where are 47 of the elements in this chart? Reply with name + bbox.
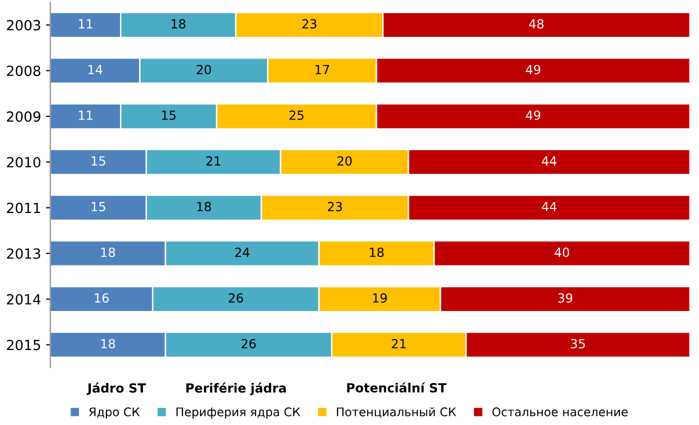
y-tick-label: 2015 — [6, 340, 40, 350]
data-label: 18 — [197, 202, 211, 212]
data-label: 17 — [316, 64, 330, 74]
data-label: 21 — [206, 156, 220, 166]
data-label: 23 — [302, 19, 316, 29]
y-tick-label: 2014 — [6, 294, 41, 305]
data-label: 40 — [554, 248, 570, 258]
data-label: 18 — [172, 19, 186, 29]
data-label: 20 — [338, 156, 352, 166]
data-label: 19 — [373, 293, 387, 303]
text: Potenciální ST — [347, 382, 447, 392]
data-label: 18 — [101, 248, 115, 258]
legend-label: Остальное население — [492, 407, 628, 416]
legend-label: Потенциальный СК — [336, 407, 456, 418]
data-label: 44 — [542, 156, 556, 166]
y-tick-label: 2013 — [6, 248, 40, 259]
legend-label: Ядро СК — [89, 407, 140, 419]
data-label: 21 — [392, 338, 406, 348]
data-label: 11 — [78, 19, 92, 28]
data-label: 24 — [235, 248, 250, 257]
data-label: 26 — [228, 293, 243, 303]
y-tick-label: 2009 — [6, 111, 40, 122]
y-tick-label: 2010 — [6, 157, 40, 168]
text: Periférie jádra — [186, 382, 286, 396]
data-label: 18 — [370, 248, 384, 258]
data-label: 49 — [526, 110, 540, 120]
text: Jádro ST — [86, 382, 146, 396]
y-tick-label: 2011 — [6, 202, 40, 214]
data-label: 18 — [101, 338, 115, 348]
data-label: 35 — [570, 338, 585, 348]
data-label: 20 — [196, 64, 211, 74]
data-label: 48 — [529, 19, 544, 29]
data-label: 26 — [242, 338, 256, 348]
data-label: 15 — [162, 110, 176, 120]
data-label: 25 — [290, 110, 304, 120]
y-tick-label: 2003 — [6, 20, 40, 30]
data-label: 23 — [328, 202, 342, 212]
data-label: 11 — [78, 110, 92, 120]
data-label: 15 — [92, 202, 106, 212]
data-label: 44 — [542, 202, 556, 212]
data-label: 49 — [526, 64, 540, 74]
data-label: 15 — [92, 156, 106, 166]
data-label: 39 — [558, 293, 572, 303]
data-label: 16 — [94, 293, 109, 303]
data-label: 14 — [88, 64, 102, 74]
y-tick-label: 2008 — [6, 66, 40, 76]
legend-label: Периферия ядра СК — [176, 407, 300, 419]
